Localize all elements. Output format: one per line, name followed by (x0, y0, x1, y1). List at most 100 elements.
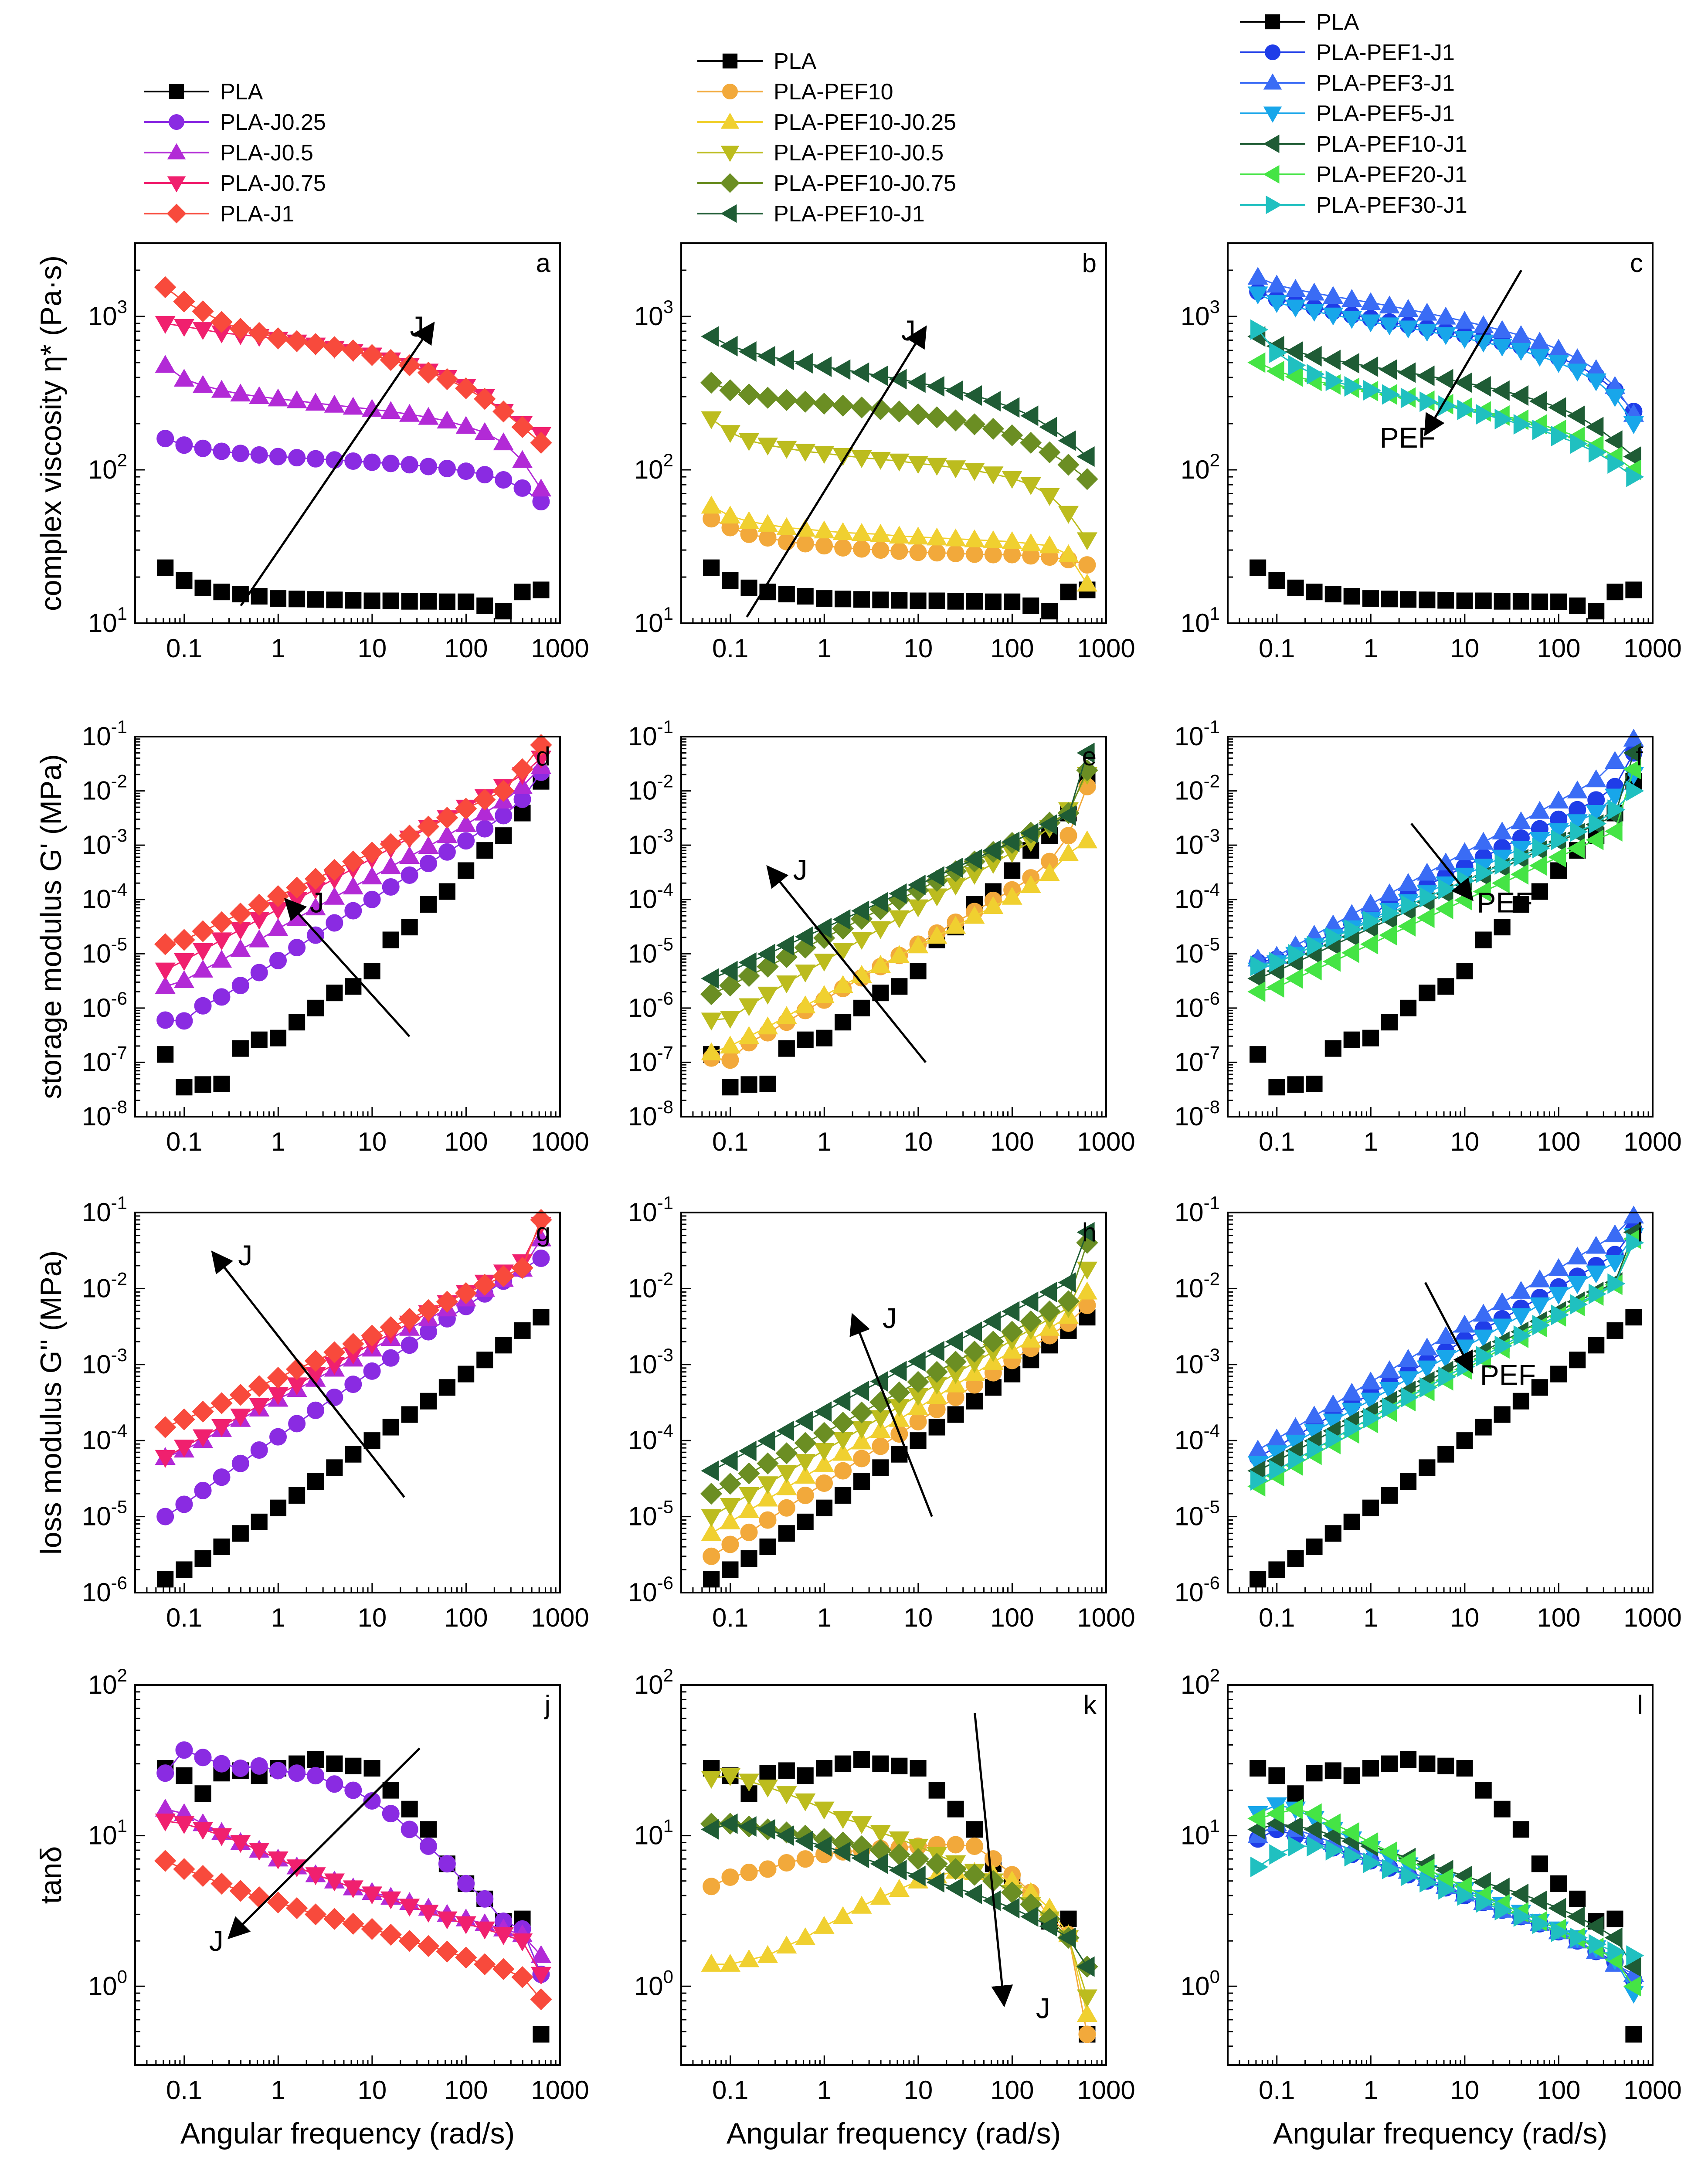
data-point (738, 1440, 757, 1461)
data-point (983, 1311, 1001, 1332)
data-point (438, 843, 456, 861)
data-point (983, 896, 1004, 914)
data-point (1344, 1418, 1362, 1439)
data-point (1589, 813, 1607, 834)
data-point (436, 1940, 458, 1963)
data-point (928, 1782, 945, 1799)
data-point (154, 933, 177, 955)
data-point (891, 592, 908, 609)
data-point (1454, 311, 1475, 329)
y-tick-base: 10 (628, 993, 657, 1022)
data-point (231, 977, 249, 995)
legend-marker (720, 112, 740, 129)
data-point (401, 1406, 418, 1423)
data-point (1475, 1782, 1492, 1799)
data-point (1250, 1760, 1267, 1777)
data-point (1438, 395, 1457, 416)
data-point (851, 1380, 869, 1401)
data-point (251, 1031, 268, 1048)
data-point (757, 1819, 775, 1840)
legend-marker (1263, 134, 1280, 153)
data-point (289, 591, 306, 608)
data-point (380, 833, 402, 855)
data-point (872, 1459, 889, 1476)
data-point (872, 1437, 890, 1455)
x-tick-label: 100 (1537, 634, 1580, 663)
data-point (1492, 339, 1513, 357)
y-axis-label: tanδ (34, 1846, 68, 1904)
data-point (476, 1352, 493, 1369)
data-point (1004, 593, 1021, 610)
y-tick-label: 10-6 (1175, 988, 1220, 1022)
data-point (891, 978, 908, 995)
data-point (832, 359, 851, 380)
x-tick-label: 100 (1537, 1127, 1580, 1156)
data-point (984, 546, 1002, 564)
data-point (795, 353, 813, 374)
data-point (324, 394, 345, 413)
y-tick-exponent: -7 (657, 1042, 673, 1063)
data-point (1623, 1206, 1644, 1224)
data-point (907, 1848, 929, 1870)
series-line (165, 286, 542, 444)
data-point (851, 523, 872, 541)
data-point (1567, 1906, 1585, 1927)
data-point (1604, 821, 1623, 842)
data-point (1341, 1383, 1362, 1401)
data-point (776, 1420, 794, 1441)
data-point (1435, 369, 1453, 390)
data-point (307, 1473, 324, 1490)
trend-arrow (974, 1713, 1013, 2008)
y-tick-base: 10 (628, 1047, 657, 1077)
data-point (1039, 441, 1061, 464)
legend-label: PLA-PEF10-J0.25 (774, 110, 956, 135)
data-point (1002, 887, 1022, 905)
y-tick-exponent: -1 (657, 717, 673, 737)
data-point (1360, 356, 1379, 377)
x-tick-label: 10 (1450, 2075, 1479, 2105)
y-tick-base: 10 (82, 830, 111, 859)
plot-frame (1227, 242, 1654, 624)
x-tick-label: 1000 (1623, 2075, 1681, 2105)
data-point (1586, 373, 1606, 391)
y-tick-exponent: 3 (1210, 296, 1220, 317)
data-point (1529, 1890, 1548, 1911)
data-point (230, 384, 251, 402)
data-point (342, 1333, 364, 1355)
data-point (1341, 1403, 1362, 1421)
data-point (983, 840, 1001, 861)
trend-arrow (1410, 823, 1474, 901)
data-point (1363, 910, 1381, 931)
data-point (1437, 592, 1454, 609)
data-point (1475, 1419, 1492, 1436)
legend-1: PLA PLA-J0.25 PLA-J0.5 PLA-J0.75 PLA-J1 (144, 79, 326, 227)
data-point (870, 452, 891, 470)
data-point (1435, 1350, 1456, 1368)
data-point (776, 935, 794, 956)
y-tick-label: 10-6 (1175, 1573, 1220, 1607)
data-point (814, 356, 832, 377)
legend-label: PLA-J0.5 (220, 140, 313, 166)
legend-label: PLA-PEF5-J1 (1316, 101, 1455, 126)
y-tick-label: 102 (1181, 450, 1220, 484)
data-point (250, 1441, 268, 1459)
series-PLA-J0.25 (156, 430, 550, 511)
data-point (1419, 887, 1438, 908)
legend-marker (1265, 14, 1280, 30)
x-tick-label: 1000 (1623, 1603, 1681, 1632)
x-tick-label: 1000 (1077, 2075, 1135, 2105)
data-point (285, 1358, 308, 1380)
y-tick-exponent: -6 (657, 988, 673, 1009)
data-point (927, 458, 947, 476)
data-point (530, 1945, 552, 1963)
y-tick-base: 10 (1175, 993, 1204, 1022)
legend-label: PLA-PEF3-J1 (1316, 71, 1455, 96)
data-point (853, 540, 871, 558)
data-point (850, 1401, 873, 1423)
data-point (814, 1443, 835, 1461)
data-point (1586, 1916, 1604, 1937)
data-point (1398, 362, 1416, 383)
data-point (285, 330, 308, 352)
